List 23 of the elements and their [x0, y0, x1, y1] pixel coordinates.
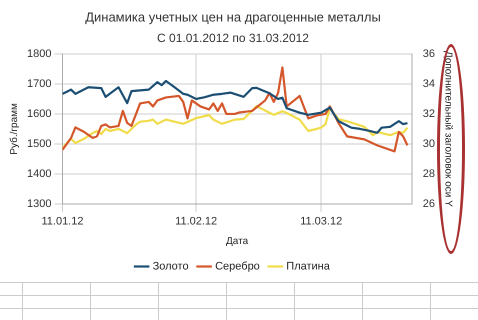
y2-tick-label: 26: [422, 198, 436, 210]
y2-tick-label: 36: [422, 48, 436, 60]
legend-label: Золото: [152, 260, 189, 273]
x-tick-label: 11.01.12: [41, 215, 84, 228]
x-tick-label: 11.02.12: [175, 215, 218, 228]
y2-tick-label: 32: [422, 108, 436, 120]
y2-axis-title: Дополнительный заголовок оси Y: [442, 50, 454, 208]
y2-tick-label: 30: [422, 138, 436, 150]
y-tick-label: 1400: [26, 168, 52, 180]
y-tick-label: 1800: [26, 48, 52, 60]
chart-subtitle: С 01.01.2012 по 31.03.2012: [157, 31, 310, 46]
x-tick-label: 11.03.12: [300, 215, 342, 228]
y-tick-label: 1500: [26, 138, 52, 150]
y-tick-label: 1600: [26, 108, 52, 120]
y2-tick-label: 34: [422, 78, 436, 90]
legend-label: Серебро: [215, 260, 260, 273]
y-tick-label: 1700: [26, 78, 52, 90]
y2-tick-label: 28: [422, 168, 436, 180]
x-axis-title: Дата: [226, 236, 249, 247]
chart-title: Динамика учетных цен на драгоценные металлы: [85, 9, 381, 24]
y-axis-title: Руб./грамм: [8, 102, 20, 155]
legend-label: Платина: [286, 260, 331, 273]
y-tick-label: 1300: [26, 198, 52, 210]
